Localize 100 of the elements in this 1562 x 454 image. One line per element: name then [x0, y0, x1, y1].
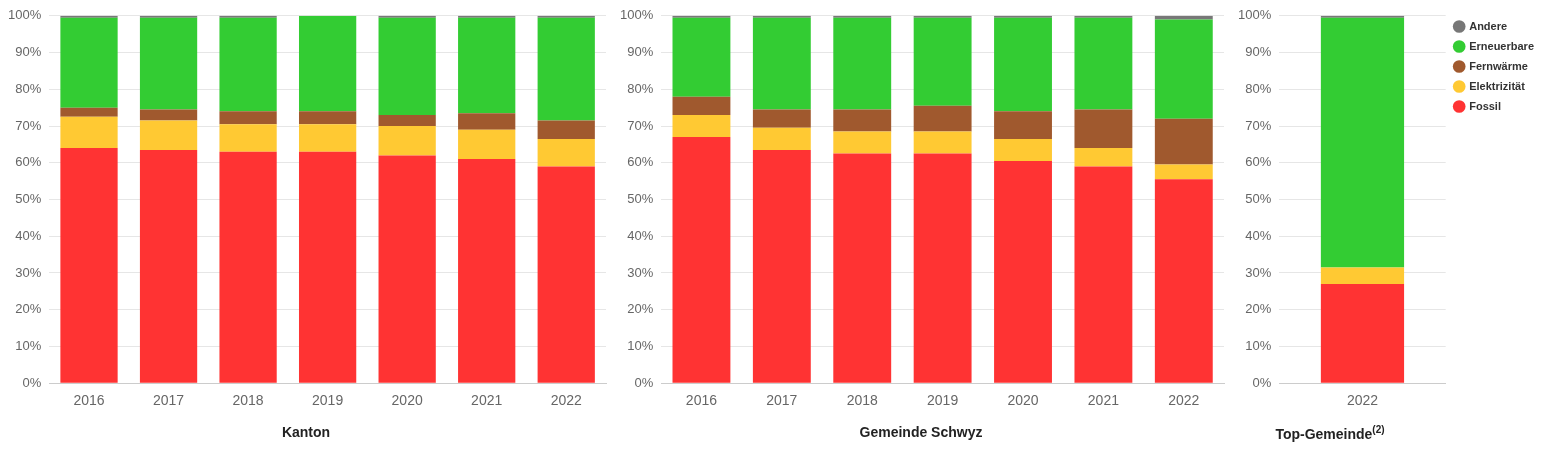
legend-label: Erneuerbare: [1469, 39, 1534, 52]
x-tick-label: 2022: [550, 392, 583, 409]
bar: [1074, 17, 1133, 110]
y-tick-label: 100%: [8, 7, 42, 23]
y-tick-label: 30%: [627, 264, 654, 280]
bar: [672, 137, 731, 383]
y-tick-label: 70%: [627, 117, 654, 133]
bar: [672, 115, 731, 138]
y-tick-label: 20%: [15, 301, 42, 317]
bar: [60, 17, 118, 108]
x-axis-title: Kanton: [280, 424, 332, 440]
y-tick-label: 0%: [634, 374, 654, 390]
y-tick-label: 90%: [1245, 44, 1272, 60]
x-tick-label: 2018: [232, 392, 264, 409]
y-tick-label: 30%: [1245, 264, 1272, 280]
bar: [537, 138, 595, 167]
bar: [833, 131, 892, 154]
y-tick-label: 0%: [22, 374, 42, 390]
bar: [1154, 19, 1213, 119]
y-tick-label: 10%: [15, 338, 42, 354]
x-axis-title: Top-Gemeinde$^{(2)}$: [1274, 424, 1386, 442]
y-tick-label: 90%: [627, 44, 654, 60]
x-tick-label: 2017: [152, 392, 185, 409]
bar: [219, 151, 277, 383]
bar: [537, 166, 595, 383]
bar: [458, 129, 516, 160]
bar: [833, 109, 892, 132]
y-tick-label: 90%: [15, 44, 42, 60]
y-tick-label: 40%: [1245, 227, 1272, 243]
bar: [752, 127, 811, 150]
bar: [139, 17, 198, 110]
y-tick-label: 70%: [15, 117, 42, 133]
bar: [298, 15, 357, 112]
bar: [458, 113, 516, 130]
bar: [139, 120, 198, 150]
y-tick-label: 70%: [1245, 117, 1272, 133]
y-tick-label: 40%: [15, 227, 42, 243]
bar: [60, 148, 118, 383]
bar: [1074, 166, 1133, 383]
legend-label: Elektrizität: [1469, 79, 1526, 92]
bar: [537, 120, 595, 139]
bar: [378, 17, 436, 115]
bar: [913, 153, 972, 383]
x-tick-label: 2020: [391, 392, 423, 409]
y-tick-label: 60%: [15, 154, 42, 170]
bar: [672, 96, 731, 115]
y-tick-label: 20%: [627, 301, 654, 317]
x-tick-label: 2016: [73, 392, 105, 409]
bar: [298, 151, 357, 383]
x-tick-label: 2017: [766, 392, 798, 409]
bar: [458, 17, 516, 114]
y-tick-label: 50%: [15, 191, 42, 207]
x-tick-label: 2022: [1346, 392, 1379, 409]
bar: [378, 155, 436, 383]
x-axis-title: Gemeinde Schwyz: [858, 424, 984, 440]
x-tick-label: 2022: [1168, 392, 1200, 409]
y-tick-label: 40%: [627, 227, 654, 243]
bar: [1074, 109, 1133, 149]
y-tick-label: 10%: [627, 338, 654, 354]
legend-label: Fossil: [1469, 99, 1501, 112]
bar: [752, 149, 811, 383]
bar: [913, 105, 972, 132]
x-tick-label: 2016: [685, 392, 718, 409]
bar: [833, 17, 892, 110]
y-tick-label: 60%: [1245, 154, 1272, 170]
bar: [139, 149, 198, 383]
bar: [1154, 164, 1213, 180]
bar: [913, 17, 972, 106]
x-tick-label: 2019: [927, 392, 959, 409]
bar: [1154, 179, 1213, 383]
y-tick-label: 100%: [1238, 7, 1272, 23]
bar: [298, 111, 357, 125]
y-tick-label: 20%: [1245, 301, 1272, 317]
y-tick-label: 60%: [627, 154, 654, 170]
bar: [378, 126, 436, 156]
y-tick-label: 80%: [15, 80, 42, 96]
y-tick-label: 0%: [1252, 374, 1272, 390]
bar: [752, 17, 811, 110]
bar: [1320, 17, 1405, 268]
y-tick-label: 80%: [627, 80, 654, 96]
bar: [219, 17, 277, 112]
y-tick-label: 100%: [620, 7, 654, 23]
x-tick-label: 2019: [312, 392, 344, 409]
x-tick-label: 2018: [846, 392, 879, 409]
bar: [994, 160, 1052, 383]
bar: [752, 109, 811, 128]
x-tick-label: 2020: [1007, 392, 1039, 409]
bar: [1154, 118, 1213, 165]
bar: [833, 153, 892, 383]
x-tick-label: 2021: [471, 392, 503, 409]
y-tick-label: 50%: [1245, 191, 1272, 207]
bar: [994, 138, 1052, 161]
bar: [60, 116, 118, 149]
bar: [913, 131, 972, 154]
bar: [994, 17, 1052, 112]
bar: [672, 17, 731, 97]
y-tick-label: 80%: [1245, 80, 1272, 96]
bar: [378, 115, 436, 127]
y-tick-label: 50%: [627, 191, 654, 207]
bar: [219, 111, 277, 125]
